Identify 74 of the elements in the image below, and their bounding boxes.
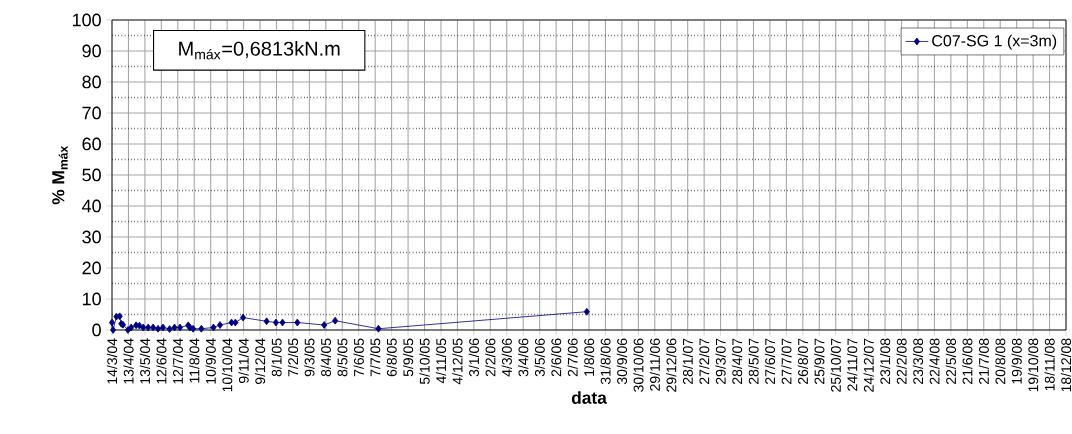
x-tick-label: 9/11/04 bbox=[238, 338, 249, 383]
x-tick-label: 6/8/05 bbox=[386, 338, 397, 377]
y-axis-title: % M$_{máx}$ bbox=[52, 145, 68, 205]
x-tick-label: 24/11/07 bbox=[847, 338, 858, 391]
x-tick-label: 20/8/08 bbox=[995, 338, 1006, 384]
x-tick-label: 14/3/04 bbox=[106, 338, 118, 384]
x-tick-label: 28/1/07 bbox=[682, 338, 693, 384]
x-tick-label: 19/9/08 bbox=[1011, 338, 1022, 384]
x-tick-label: 10/10/04 bbox=[222, 338, 233, 392]
x-tick-label: 4/11/05 bbox=[435, 338, 447, 384]
x-tick-label: 21/7/08 bbox=[978, 338, 989, 384]
x-tick-label: 3/4/06 bbox=[518, 338, 529, 377]
y-tick-label: 50 bbox=[82, 168, 101, 182]
y-tick-label: 90 bbox=[82, 44, 101, 58]
x-tick-label: 12/7/04 bbox=[172, 338, 183, 384]
x-tick-label: 27/6/07 bbox=[764, 338, 776, 384]
x-tick-label: 25/10/07 bbox=[830, 338, 841, 392]
x-tick-label: 29/3/07 bbox=[715, 338, 726, 384]
x-tick-label: 8/5/05 bbox=[337, 338, 348, 377]
x-tick-label: 19/10/08 bbox=[1027, 338, 1039, 392]
x-tick-label: 30/10/06 bbox=[633, 338, 644, 392]
x-tick-label: 27/2/07 bbox=[699, 338, 710, 384]
x-tick-label: 11/8/04 bbox=[189, 338, 200, 383]
legend-label: C07-SG 1 (x=3m) bbox=[932, 34, 1057, 50]
x-tick-label: 28/5/07 bbox=[748, 338, 759, 384]
y-tick-label: 40 bbox=[82, 199, 101, 213]
x-tick-label: 5/9/05 bbox=[402, 338, 414, 377]
x-tick-label: 24/12/07 bbox=[863, 338, 874, 392]
x-tick-label: 13/4/04 bbox=[123, 338, 134, 384]
x-tick-label: 26/8/07 bbox=[797, 338, 808, 384]
x-tick-label: 4/12/05 bbox=[452, 338, 463, 385]
x-tick-label: 8/4/05 bbox=[320, 338, 331, 377]
x-tick-label: 23/1/08 bbox=[879, 338, 891, 384]
x-tick-label: 2/7/06 bbox=[567, 338, 578, 377]
x-tick-label: 7/6/05 bbox=[353, 338, 364, 377]
x-tick-label: 30/9/06 bbox=[616, 338, 628, 385]
x-tick-label: 10/9/04 bbox=[205, 338, 216, 384]
y-tick-label: 80 bbox=[82, 75, 101, 89]
x-tick-label: 1/8/06 bbox=[583, 338, 595, 376]
x-tick-label: 18/12/08 bbox=[1060, 338, 1072, 392]
y-tick-label: 30 bbox=[82, 230, 101, 244]
x-tick-label: 12/6/04 bbox=[156, 338, 167, 384]
x-tick-label: 28/4/07 bbox=[731, 338, 743, 384]
x-tick-label: 22/5/08 bbox=[945, 338, 957, 384]
x-tick-label: 4/3/06 bbox=[501, 338, 512, 377]
y-tick-label: 20 bbox=[82, 261, 101, 275]
x-axis-title: data bbox=[571, 391, 607, 404]
x-tick-label: 18/11/08 bbox=[1044, 338, 1055, 391]
x-tick-label: 9/3/05 bbox=[304, 338, 315, 377]
x-tick-label: 5/10/05 bbox=[419, 338, 430, 385]
x-tick-label: 27/7/07 bbox=[781, 338, 792, 384]
x-tick-label: 3/5/06 bbox=[534, 338, 545, 377]
y-tick-label: 10 bbox=[82, 292, 101, 306]
y-tick-label: 0 bbox=[92, 323, 101, 337]
x-tick-label: 29/11/06 bbox=[649, 338, 660, 391]
x-tick-label: 25/9/07 bbox=[814, 338, 825, 384]
annotation: M$_{máx}$=0,6813kN.m bbox=[179, 41, 340, 60]
x-tick-label: 29/12/06 bbox=[666, 338, 677, 392]
y-tick-label: 100 bbox=[72, 13, 101, 27]
x-tick-label: 2/2/06 bbox=[485, 338, 496, 377]
x-tick-label: 23/3/08 bbox=[912, 338, 924, 384]
x-tick-label: 9/12/04 bbox=[254, 338, 266, 385]
x-tick-label: 7/2/05 bbox=[287, 338, 299, 377]
x-tick-label: 8/1/05 bbox=[271, 338, 282, 377]
y-tick-label: 60 bbox=[82, 137, 101, 151]
x-tick-label: 22/2/08 bbox=[896, 338, 907, 384]
x-tick-label: 7/7/05 bbox=[370, 338, 381, 377]
x-tick-label: 22/4/08 bbox=[929, 338, 940, 384]
x-tick-label: 2/6/06 bbox=[550, 338, 562, 377]
x-tick-label: 21/6/08 bbox=[962, 338, 973, 384]
x-tick-label: 3/1/06 bbox=[468, 338, 480, 377]
x-tick-label: 13/5/04 bbox=[139, 338, 151, 384]
y-tick-label: 70 bbox=[82, 106, 101, 120]
x-tick-label: 31/8/06 bbox=[600, 338, 611, 385]
